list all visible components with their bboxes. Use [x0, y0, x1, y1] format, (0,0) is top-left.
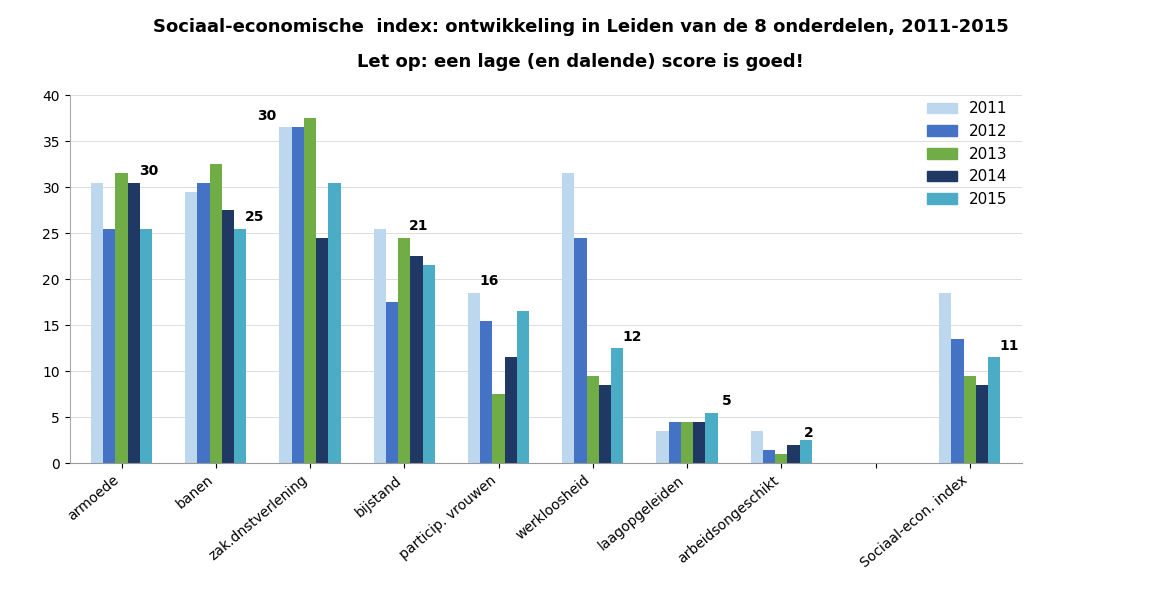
Bar	[586, 376, 599, 463]
Bar	[316, 238, 329, 463]
Bar	[800, 440, 812, 463]
Legend: 2011, 2012, 2013, 2014, 2015: 2011, 2012, 2013, 2014, 2015	[921, 95, 1014, 213]
Bar	[398, 238, 410, 463]
Bar	[575, 238, 586, 463]
Bar	[197, 182, 210, 463]
Bar	[222, 210, 235, 463]
Text: Let op: een lage (en dalende) score is goed!: Let op: een lage (en dalende) score is g…	[358, 53, 803, 71]
Bar	[103, 229, 115, 463]
Bar	[763, 450, 776, 463]
Text: 12: 12	[622, 330, 642, 343]
Bar	[952, 339, 964, 463]
Bar	[517, 311, 529, 463]
Bar	[374, 229, 385, 463]
Bar	[656, 431, 669, 463]
Bar	[115, 173, 128, 463]
Bar	[939, 293, 952, 463]
Bar	[385, 302, 398, 463]
Bar	[611, 348, 623, 463]
Bar	[669, 422, 682, 463]
Bar	[468, 293, 481, 463]
Text: 30: 30	[258, 109, 276, 123]
Text: 30: 30	[139, 164, 158, 178]
Bar	[562, 173, 575, 463]
Bar	[599, 385, 611, 463]
Bar	[304, 118, 316, 463]
Bar	[751, 431, 763, 463]
Bar	[693, 422, 706, 463]
Bar	[139, 229, 152, 463]
Bar	[492, 394, 505, 463]
Text: 16: 16	[479, 274, 498, 289]
Bar	[964, 376, 976, 463]
Bar	[423, 266, 435, 463]
Bar	[291, 127, 304, 463]
Bar	[505, 358, 517, 463]
Bar	[787, 445, 800, 463]
Bar	[976, 385, 988, 463]
Bar	[776, 454, 787, 463]
Bar	[185, 192, 197, 463]
Bar	[210, 164, 222, 463]
Bar	[481, 321, 492, 463]
Text: 2: 2	[803, 426, 813, 440]
Text: 11: 11	[1000, 339, 1019, 353]
Bar	[128, 182, 139, 463]
Text: 25: 25	[245, 210, 265, 224]
Bar	[235, 229, 246, 463]
Text: 5: 5	[721, 394, 731, 408]
Bar	[410, 256, 423, 463]
Bar	[280, 127, 291, 463]
Bar	[988, 358, 1001, 463]
Text: 21: 21	[409, 219, 428, 233]
Bar	[682, 422, 693, 463]
Bar	[706, 413, 717, 463]
Bar	[91, 182, 103, 463]
Text: Sociaal-economische  index: ontwikkeling in Leiden van de 8 onderdelen, 2011-201: Sociaal-economische index: ontwikkeling …	[152, 18, 1009, 36]
Bar	[329, 182, 340, 463]
